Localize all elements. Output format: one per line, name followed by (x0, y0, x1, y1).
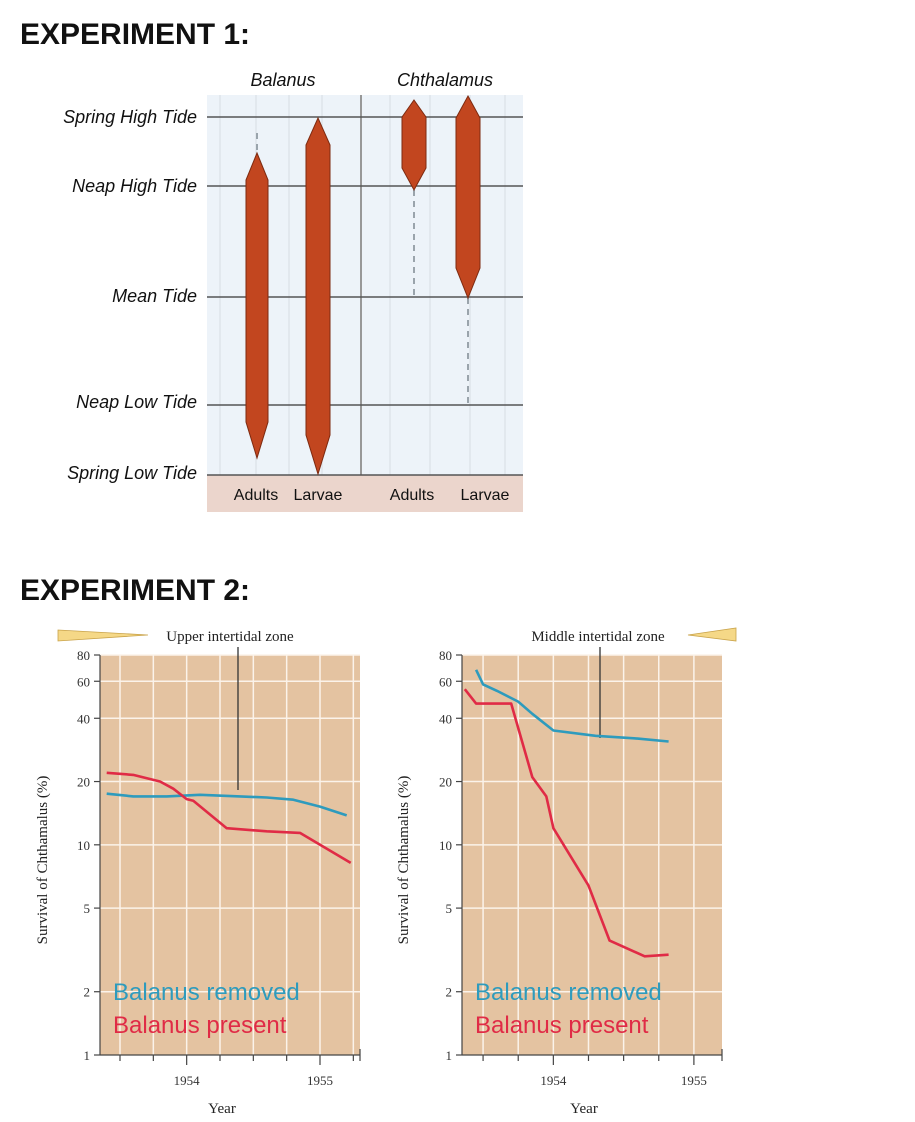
x-axis-label: Year (570, 1101, 598, 1117)
y-axis-label: Survival of Chthamalus (%) (396, 776, 412, 945)
title-balanus: Balanus (250, 70, 315, 90)
bar-chthalamus-larvae (455, 94, 481, 300)
footer-strip (207, 475, 523, 512)
y-tick-label: 60 (77, 674, 90, 689)
y-axis-label: Survival of Chthamalus (%) (35, 776, 51, 945)
y-tick-label: 80 (439, 648, 452, 663)
y-tick-label: 2 (84, 985, 91, 1000)
series-line-balanus-removed (106, 792, 348, 817)
x-axis-label: Year (208, 1101, 236, 1117)
series-line-balanus-removed (474, 669, 669, 743)
tide-label-spring-high: Spring High Tide (63, 107, 197, 127)
y-tick-label: 10 (439, 838, 452, 853)
tide-label-neap-low: Neap Low Tide (76, 392, 197, 412)
y-tick-label: 60 (439, 674, 452, 689)
column-label-chthalamus-larvae: Larvae (461, 487, 510, 504)
zone-title: Upper intertidal zone (166, 629, 294, 645)
x-tick-label: 1955 (681, 1073, 707, 1088)
experiment-2-heading: EXPERIMENT 2: (20, 574, 251, 607)
bar-balanus-larvae (305, 116, 331, 476)
series-line-balanus-present (106, 771, 352, 865)
column-label-balanus-larvae: Larvae (294, 487, 343, 504)
y-tick-label: 20 (439, 775, 452, 790)
tide-label-mean: Mean Tide (112, 286, 197, 306)
title-chthalamus: Chthalamus (397, 70, 493, 90)
tide-label-neap-high: Neap High Tide (72, 176, 197, 196)
y-tick-label: 1 (446, 1048, 453, 1063)
y-tick-label: 80 (77, 648, 90, 663)
column-label-chthalamus-adults: Adults (390, 487, 434, 504)
y-tick-label: 1 (84, 1048, 91, 1063)
x-tick-label: 1954 (174, 1073, 201, 1088)
legend-balanus-removed: Balanus removed (113, 979, 300, 1006)
x-tick-label: 1954 (540, 1073, 567, 1088)
y-tick-label: 5 (84, 901, 91, 916)
experiment-1-heading: EXPERIMENT 1: (20, 18, 251, 51)
bar-balanus-adults (245, 151, 269, 460)
series-line-balanus-present (463, 688, 669, 958)
plot-background (462, 655, 722, 1055)
x-tick-label: 1955 (307, 1073, 333, 1088)
plot-background (100, 655, 360, 1055)
legend-balanus-present: Balanus present (113, 1012, 287, 1039)
column-label-balanus-adults: Adults (234, 487, 278, 504)
legend-balanus-present: Balanus present (475, 1012, 649, 1039)
y-tick-label: 40 (77, 711, 90, 726)
tide-label-spring-low: Spring Low Tide (67, 463, 197, 483)
y-tick-label: 10 (77, 838, 90, 853)
y-tick-label: 5 (446, 901, 453, 916)
zone-title: Middle intertidal zone (531, 629, 665, 645)
experiment-1-diagram: Balanus Chthalamus Spring High Tide Neap… (63, 70, 523, 512)
y-tick-label: 2 (446, 985, 453, 1000)
bar-chthalamus-adults (401, 99, 427, 192)
zone-wedge-icon (57, 629, 149, 642)
y-tick-label: 40 (439, 711, 452, 726)
y-tick-label: 20 (77, 775, 90, 790)
panel-chthalamus (362, 95, 523, 475)
panel-balanus (207, 95, 360, 475)
legend-balanus-removed: Balanus removed (475, 979, 662, 1006)
zone-wedge-icon (687, 627, 737, 642)
